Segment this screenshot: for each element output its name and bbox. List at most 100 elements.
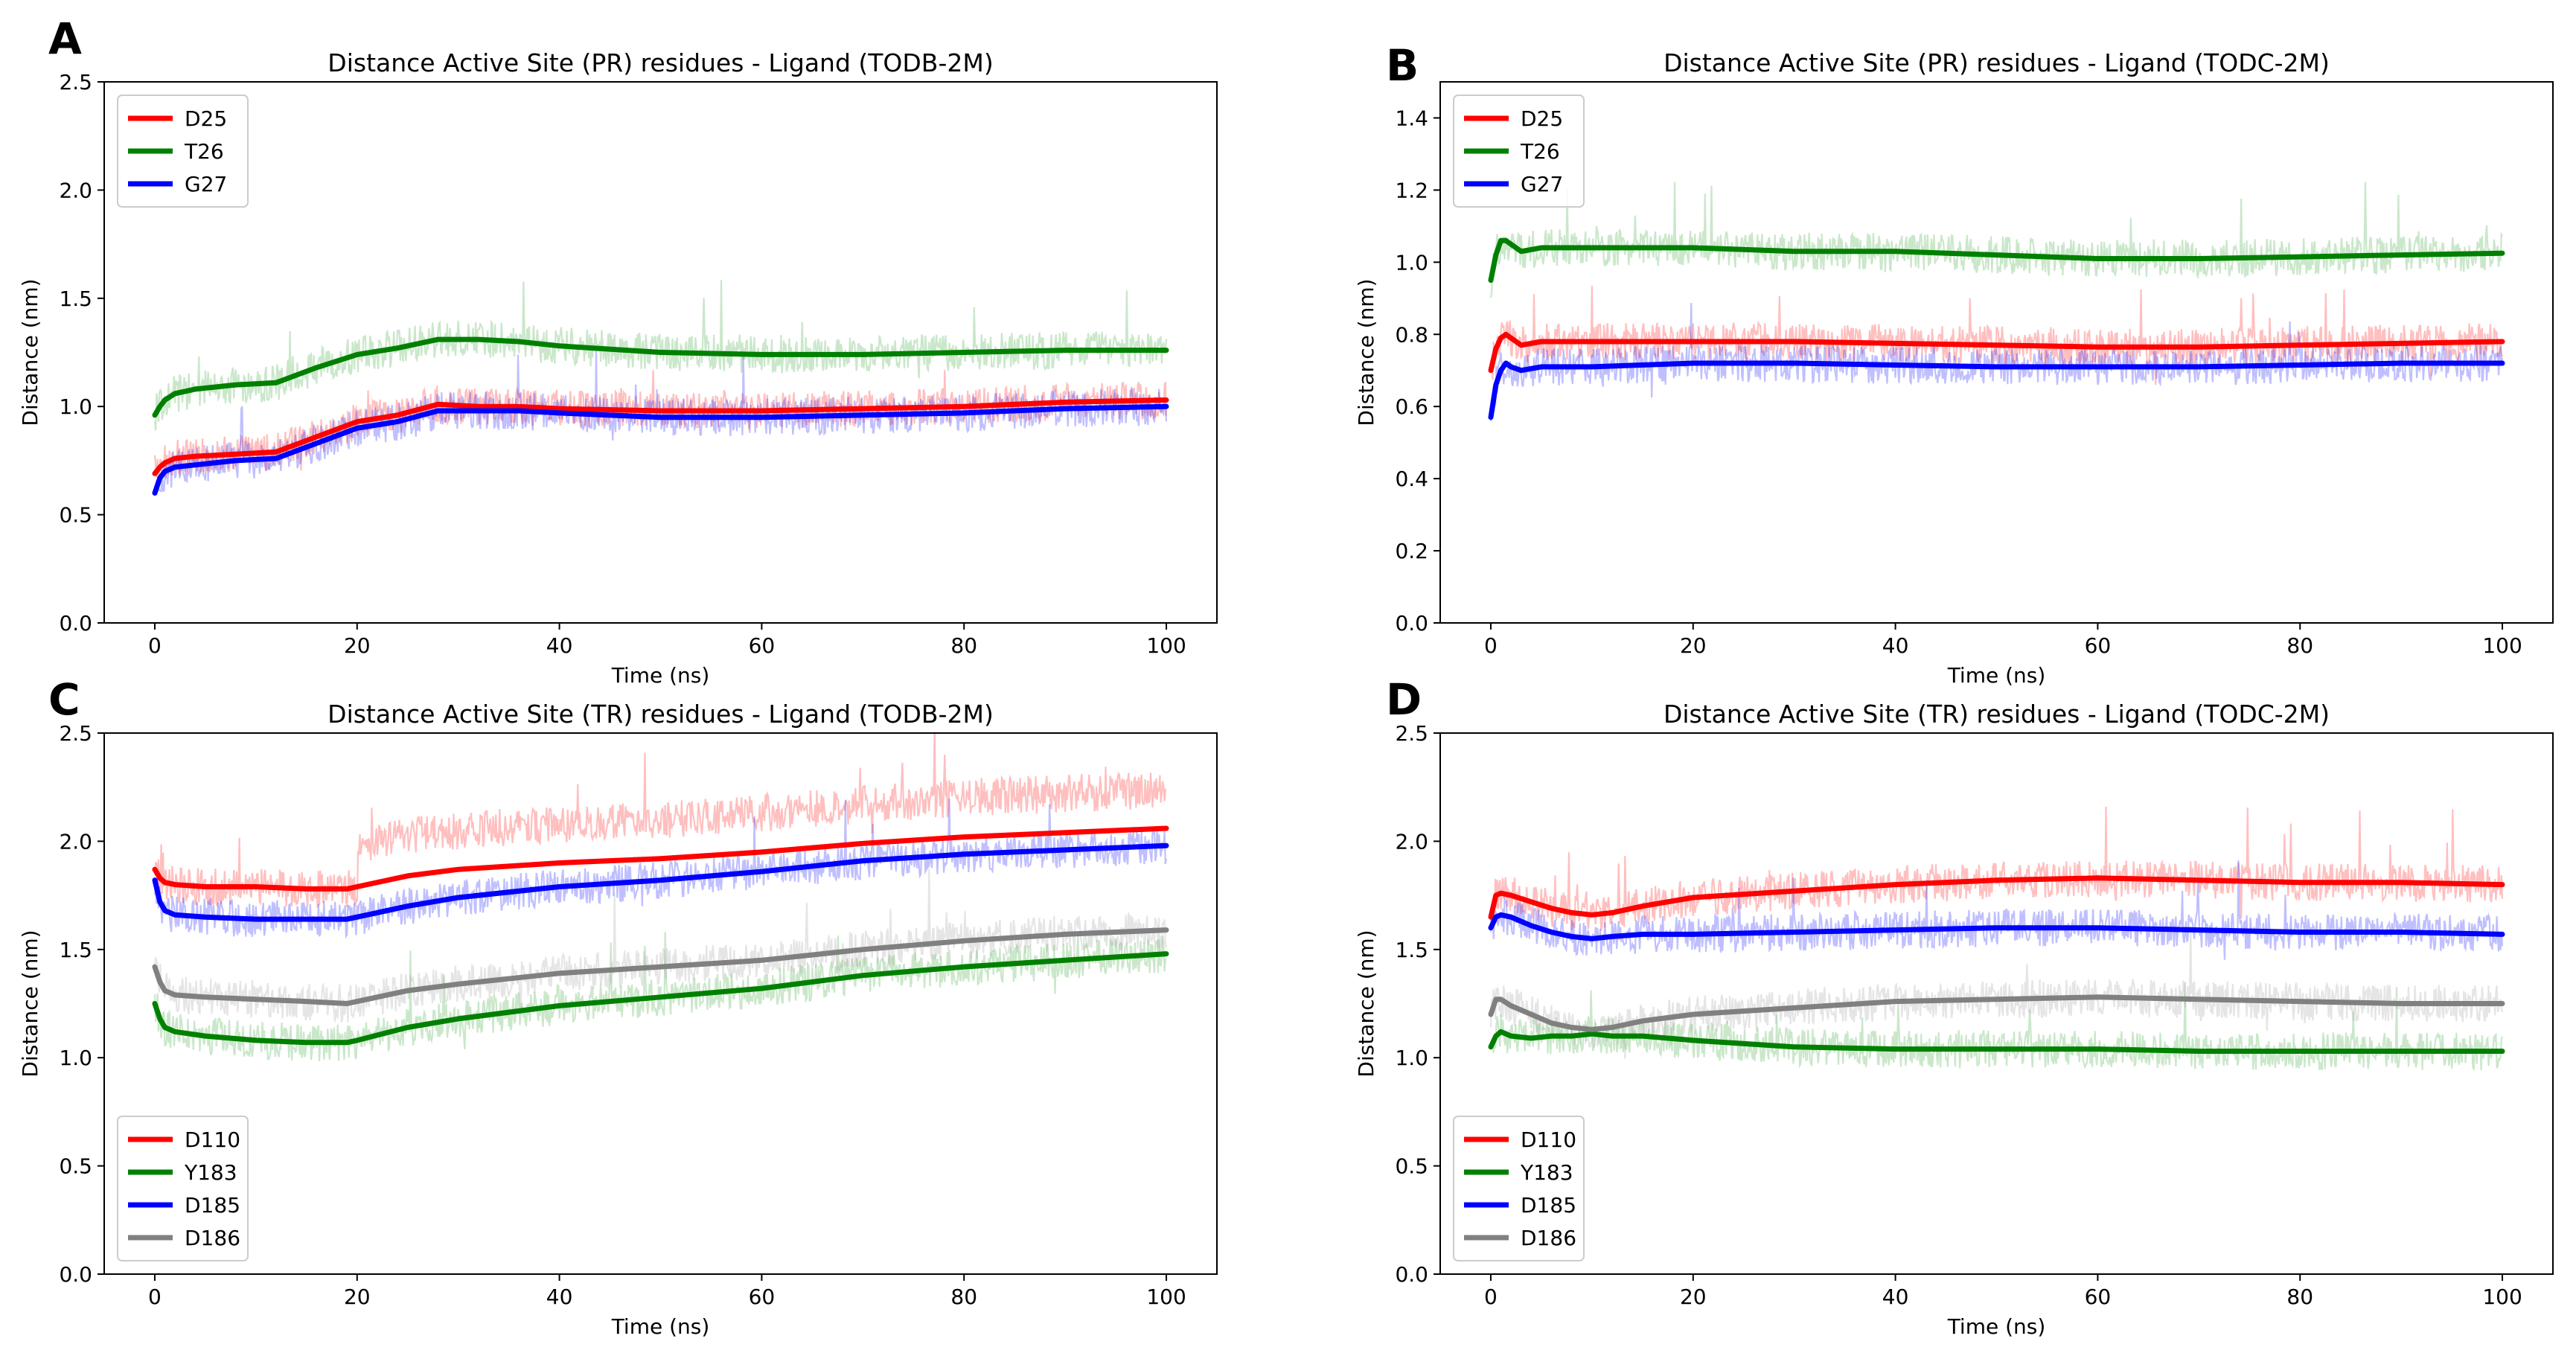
- y-tick-label: 0.0: [1395, 611, 1428, 636]
- x-axis-label: Time (ns): [1947, 663, 2046, 688]
- x-tick-label: 40: [1882, 633, 1909, 658]
- legend-label-D110: D110: [185, 1128, 240, 1152]
- y-tick-label: 0.5: [59, 503, 92, 528]
- legend: D110 Y183 D185 D186: [1453, 1116, 1585, 1261]
- y-axis-label: Distance (nm): [18, 278, 42, 426]
- legend-box: [1453, 1116, 1585, 1261]
- plot-area: [1488, 806, 2505, 1072]
- axes-frame: [1439, 732, 2554, 1275]
- plot-area: [152, 280, 1169, 496]
- y-tick-label: 1.0: [59, 394, 92, 419]
- raw-trace-D185: [1489, 860, 2504, 960]
- series-line-Y183: [152, 951, 1169, 1046]
- x-tick-label: 20: [344, 1285, 371, 1309]
- raw-trace-D186: [153, 869, 1168, 1024]
- legend-label-Y183: Y183: [184, 1160, 237, 1185]
- y-tick-label: 1.5: [59, 287, 92, 311]
- x-axis-label: Time (ns): [1947, 1314, 2046, 1339]
- y-tick-label: 0.6: [1395, 394, 1428, 419]
- axes-frame: [103, 732, 1218, 1275]
- legend-label-D185: D185: [1521, 1193, 1576, 1218]
- y-tick-label: 0.4: [1395, 467, 1428, 491]
- x-tick-label: 100: [1146, 1285, 1186, 1309]
- y-tick-label: 1.2: [1395, 178, 1428, 202]
- y-tick-label: 0.5: [59, 1154, 92, 1179]
- legend-box: [1453, 95, 1585, 208]
- legend-label-T26: T26: [184, 139, 224, 164]
- plot-area: [152, 733, 1169, 1061]
- x-axis-label: Time (ns): [611, 1314, 710, 1339]
- series-line-D110: [1488, 875, 2505, 920]
- y-tick-label: 1.0: [59, 1046, 92, 1070]
- y-axis-label: Distance (nm): [18, 930, 42, 1077]
- y-tick-label: 2.0: [59, 829, 92, 854]
- y-axis-label: Distance (nm): [1354, 930, 1378, 1077]
- y-tick-label: 0.5: [1395, 1154, 1428, 1179]
- legend-label-D185: D185: [185, 1193, 240, 1218]
- chart-title: Distance Active Site (TR) residues - Lig…: [327, 700, 994, 729]
- legend-label-D186: D186: [185, 1226, 240, 1250]
- series-line-D110: [152, 825, 1169, 892]
- x-tick-label: 80: [950, 1285, 977, 1309]
- raw-trace-T26: [1489, 182, 2503, 298]
- raw-trace-D110: [1489, 806, 2504, 933]
- legend: D25 T26 G27: [1453, 95, 1585, 208]
- chart-panel-C: C Distance Active Site (TR) residues - Li…: [18, 674, 1218, 1339]
- x-tick-label: 60: [749, 633, 776, 658]
- axes-frame: [103, 81, 1218, 624]
- raw-trace-Y183: [1490, 982, 2504, 1072]
- chart-title: Distance Active Site (PR) residues - Lig…: [1663, 48, 2330, 77]
- y-tick-label: 1.0: [1395, 1046, 1428, 1070]
- series-line-D186: [152, 927, 1169, 1006]
- x-tick-label: 20: [344, 633, 371, 658]
- series-line-G27: [1488, 360, 2505, 420]
- legend-box: [117, 1116, 249, 1261]
- raw-trace-D185: [153, 799, 1168, 939]
- y-tick-label: 1.0: [1395, 250, 1428, 275]
- raw-trace-T26: [153, 280, 1168, 431]
- x-tick-label: 40: [546, 1285, 573, 1309]
- x-tick-label: 100: [2482, 1285, 2522, 1309]
- x-tick-label: 0: [148, 1285, 162, 1309]
- x-tick-label: 80: [2286, 633, 2313, 658]
- raw-trace-D110: [153, 733, 1167, 908]
- chart-title: Distance Active Site (PR) residues - Lig…: [327, 48, 993, 77]
- y-tick-label: 0.0: [1395, 1262, 1428, 1287]
- y-tick-label: 1.4: [1395, 106, 1428, 130]
- x-tick-label: 0: [148, 633, 162, 658]
- series-line-T26: [152, 336, 1169, 418]
- chart-title: Distance Active Site (TR) residues - Lig…: [1663, 700, 2330, 729]
- raw-trace-D25: [1489, 285, 2504, 386]
- legend-label-T26: T26: [1520, 139, 1560, 164]
- chart-panel-D: D Distance Active Site (TR) residues - Li…: [1354, 674, 2554, 1339]
- x-tick-label: 80: [950, 633, 977, 658]
- y-tick-label: 0.0: [59, 611, 92, 636]
- plot-area: [1488, 182, 2505, 422]
- chart-panel-A: A Distance Active Site (PR) residues - Li…: [18, 13, 1218, 688]
- legend-label-G27: G27: [1521, 172, 1563, 196]
- x-tick-label: 100: [1146, 633, 1186, 658]
- y-tick-label: 2.5: [1395, 721, 1428, 746]
- series-line-T26: [1488, 237, 2505, 284]
- legend-label-G27: G27: [185, 172, 227, 196]
- x-tick-label: 40: [1882, 1285, 1909, 1309]
- x-tick-label: 20: [1680, 1285, 1707, 1309]
- series-line-G27: [152, 403, 1169, 496]
- x-axis-label: Time (ns): [611, 663, 710, 688]
- chart-panel-B: B Distance Active Site (PR) residues - Li…: [1354, 40, 2554, 688]
- series-line-D25: [1488, 331, 2505, 374]
- y-tick-label: 2.5: [59, 721, 92, 746]
- panel-letter: A: [48, 13, 82, 64]
- legend-label-Y183: Y183: [1520, 1160, 1573, 1185]
- y-tick-label: 0.0: [59, 1262, 92, 1287]
- y-tick-label: 0.8: [1395, 322, 1428, 347]
- x-tick-label: 100: [2482, 633, 2522, 658]
- y-tick-label: 1.5: [59, 938, 92, 962]
- y-tick-label: 2.5: [59, 70, 92, 95]
- raw-trace-D186: [1489, 926, 2504, 1059]
- legend-label-D25: D25: [1521, 106, 1563, 131]
- series-line-D185: [1488, 912, 2505, 941]
- x-tick-label: 40: [546, 633, 573, 658]
- y-axis-label: Distance (nm): [1354, 278, 1378, 426]
